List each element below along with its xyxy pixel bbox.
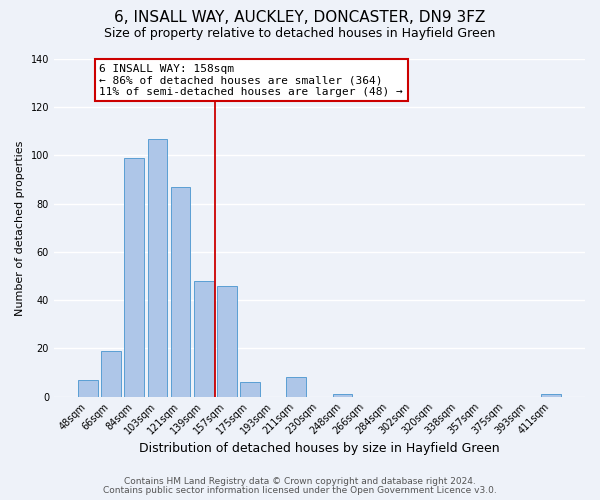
Text: 6, INSALL WAY, AUCKLEY, DONCASTER, DN9 3FZ: 6, INSALL WAY, AUCKLEY, DONCASTER, DN9 3… <box>115 10 485 25</box>
Text: Size of property relative to detached houses in Hayfield Green: Size of property relative to detached ho… <box>104 28 496 40</box>
Text: Contains HM Land Registry data © Crown copyright and database right 2024.: Contains HM Land Registry data © Crown c… <box>124 477 476 486</box>
Bar <box>78 380 98 396</box>
Bar <box>148 138 167 396</box>
Bar <box>217 286 236 397</box>
Bar <box>170 187 190 396</box>
Bar <box>541 394 561 396</box>
Bar <box>333 394 352 396</box>
Bar <box>101 351 121 397</box>
Text: Contains public sector information licensed under the Open Government Licence v3: Contains public sector information licen… <box>103 486 497 495</box>
X-axis label: Distribution of detached houses by size in Hayfield Green: Distribution of detached houses by size … <box>139 442 500 455</box>
Bar <box>240 382 260 396</box>
Bar <box>286 378 306 396</box>
Y-axis label: Number of detached properties: Number of detached properties <box>15 140 25 316</box>
Bar <box>194 281 214 396</box>
Text: 6 INSALL WAY: 158sqm
← 86% of detached houses are smaller (364)
11% of semi-deta: 6 INSALL WAY: 158sqm ← 86% of detached h… <box>100 64 403 97</box>
Bar <box>124 158 144 396</box>
